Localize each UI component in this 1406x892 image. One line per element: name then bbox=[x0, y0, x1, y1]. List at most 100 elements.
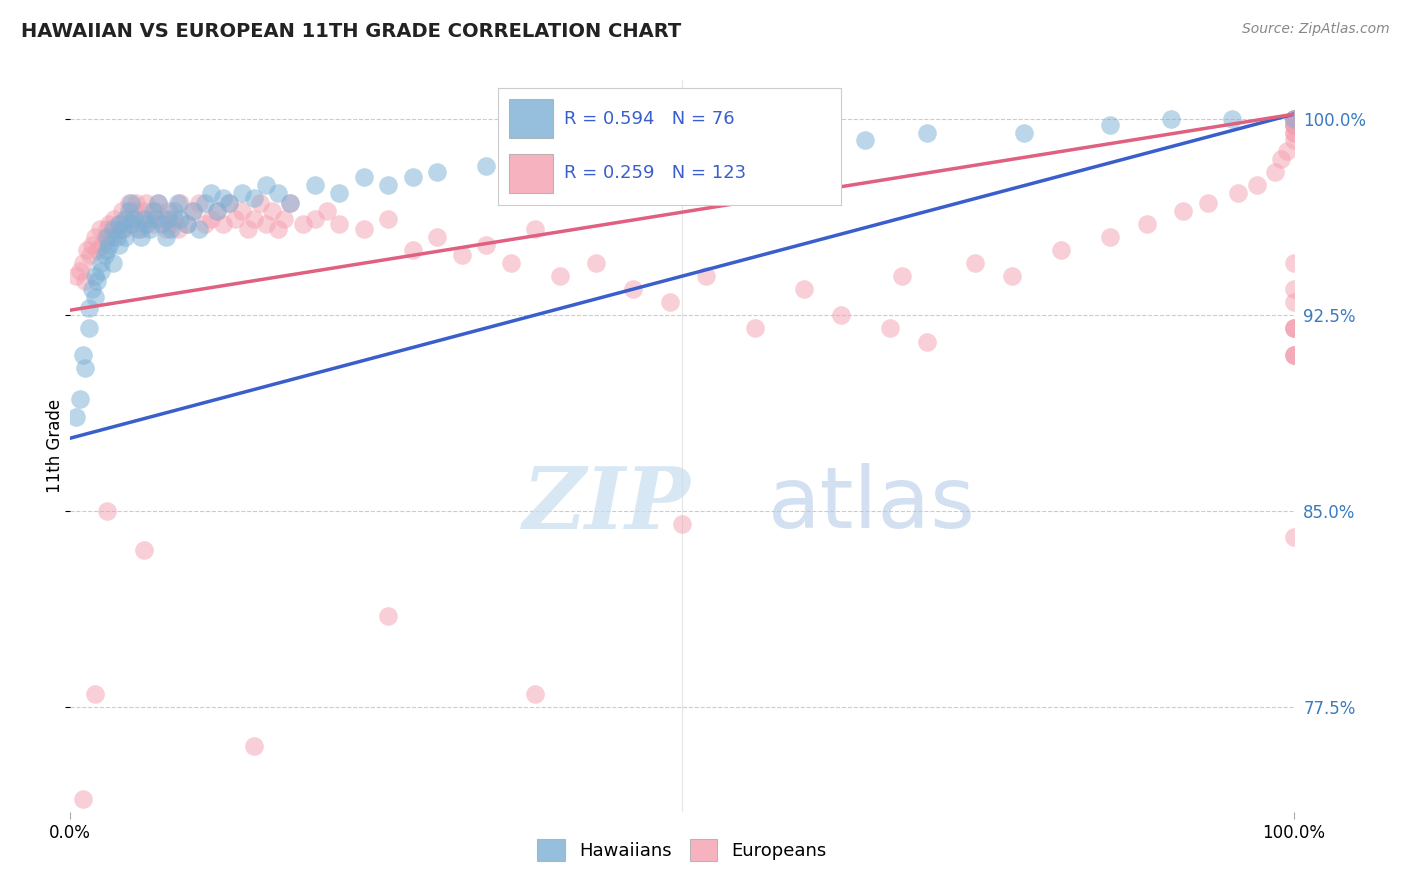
Point bbox=[108, 217, 131, 231]
Point bbox=[91, 238, 114, 252]
Point bbox=[122, 203, 145, 218]
Point bbox=[475, 238, 498, 252]
Point bbox=[65, 818, 87, 832]
Point bbox=[82, 282, 104, 296]
Point bbox=[194, 196, 217, 211]
Point bbox=[1282, 118, 1305, 132]
Point bbox=[254, 178, 277, 192]
Point bbox=[169, 196, 191, 211]
Point bbox=[77, 321, 100, 335]
Point bbox=[1282, 348, 1305, 362]
Point bbox=[1282, 348, 1305, 362]
Point bbox=[1282, 256, 1305, 270]
Point bbox=[205, 203, 228, 218]
Point bbox=[167, 222, 190, 236]
Point bbox=[159, 222, 181, 236]
Point bbox=[1282, 118, 1305, 132]
Point bbox=[200, 186, 222, 200]
Text: Source: ZipAtlas.com: Source: ZipAtlas.com bbox=[1241, 22, 1389, 37]
Point bbox=[139, 211, 162, 226]
Point bbox=[101, 222, 124, 236]
Point bbox=[328, 186, 350, 200]
Point bbox=[891, 269, 914, 284]
Point bbox=[148, 196, 170, 211]
Bar bbox=[509, 154, 553, 193]
Point bbox=[965, 256, 987, 270]
Point bbox=[572, 144, 595, 158]
Point bbox=[915, 126, 938, 140]
Point bbox=[72, 791, 94, 805]
Point bbox=[205, 203, 228, 218]
Point bbox=[86, 275, 108, 289]
Text: atlas: atlas bbox=[768, 463, 976, 546]
Point bbox=[267, 186, 290, 200]
Point bbox=[377, 178, 399, 192]
Point bbox=[187, 196, 209, 211]
Point bbox=[89, 222, 111, 236]
Point bbox=[499, 256, 522, 270]
Point bbox=[129, 230, 152, 244]
Point bbox=[96, 243, 118, 257]
Point bbox=[1282, 126, 1305, 140]
Point bbox=[426, 230, 449, 244]
Point bbox=[621, 282, 644, 296]
Point bbox=[159, 217, 181, 231]
Point bbox=[129, 222, 152, 236]
Point bbox=[1282, 126, 1305, 140]
Point bbox=[353, 169, 375, 184]
Point bbox=[142, 203, 165, 218]
Point bbox=[1282, 112, 1305, 127]
Point bbox=[101, 256, 124, 270]
Point bbox=[90, 256, 112, 270]
Point bbox=[1277, 144, 1299, 158]
Point bbox=[1160, 112, 1182, 127]
Point bbox=[118, 203, 141, 218]
Point bbox=[524, 152, 547, 166]
Point bbox=[132, 211, 155, 226]
Point bbox=[450, 248, 472, 262]
Point bbox=[671, 517, 693, 532]
Point bbox=[163, 203, 186, 218]
Point bbox=[121, 217, 143, 231]
Point bbox=[69, 392, 91, 406]
Point bbox=[142, 217, 165, 231]
Text: HAWAIIAN VS EUROPEAN 11TH GRADE CORRELATION CHART: HAWAIIAN VS EUROPEAN 11TH GRADE CORRELAT… bbox=[21, 22, 682, 41]
Point bbox=[1270, 152, 1292, 166]
Point bbox=[145, 203, 167, 218]
Point bbox=[83, 687, 105, 701]
Point bbox=[1282, 321, 1305, 335]
Point bbox=[377, 608, 399, 623]
Point bbox=[96, 230, 118, 244]
Point bbox=[1282, 112, 1305, 127]
Point bbox=[125, 196, 148, 211]
Point bbox=[1173, 203, 1195, 218]
Point bbox=[353, 222, 375, 236]
Point bbox=[155, 230, 177, 244]
Point bbox=[1099, 118, 1122, 132]
Point bbox=[1227, 186, 1250, 200]
Y-axis label: 11th Grade: 11th Grade bbox=[46, 399, 65, 493]
Point bbox=[121, 196, 143, 211]
Point bbox=[426, 164, 449, 178]
Point bbox=[915, 334, 938, 349]
Point bbox=[585, 256, 607, 270]
Point bbox=[212, 217, 235, 231]
Point bbox=[212, 191, 235, 205]
Point bbox=[1282, 321, 1305, 335]
Point bbox=[1136, 217, 1159, 231]
Point bbox=[280, 196, 302, 211]
Point bbox=[181, 203, 204, 218]
Point bbox=[83, 269, 105, 284]
Point bbox=[73, 360, 96, 375]
Point bbox=[231, 203, 253, 218]
Point bbox=[115, 211, 138, 226]
Point bbox=[879, 321, 901, 335]
Point bbox=[101, 230, 124, 244]
Point bbox=[145, 211, 167, 226]
Point bbox=[1050, 243, 1073, 257]
Point bbox=[122, 211, 145, 226]
Point bbox=[163, 211, 186, 226]
Point bbox=[72, 348, 94, 362]
Point bbox=[243, 739, 266, 754]
Point bbox=[658, 295, 681, 310]
